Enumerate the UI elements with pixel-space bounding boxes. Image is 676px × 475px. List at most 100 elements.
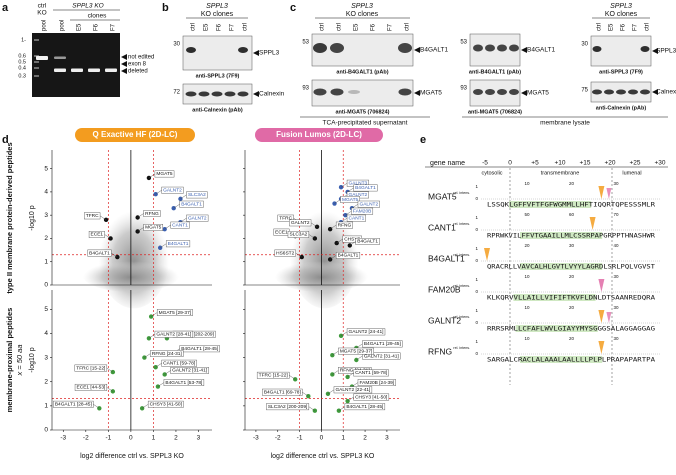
leader-line — [351, 204, 359, 209]
point-label: MGAT5 — [342, 197, 359, 203]
leader-line — [327, 389, 335, 394]
band — [198, 91, 210, 97]
gel — [32, 33, 120, 97]
lane-label: F7 — [230, 23, 236, 31]
leader-line — [164, 370, 171, 375]
residue-number: 20 — [525, 243, 531, 248]
x-tick-label: 3 — [197, 435, 201, 442]
residue-number: 30 — [614, 305, 620, 310]
label: KO clones — [605, 11, 638, 18]
antibody-label: anti-B4GALT1 (pAb) — [469, 69, 521, 75]
leader-line — [302, 392, 309, 397]
point-label: GALNT2 [22-41] — [335, 387, 370, 393]
ladder-label: 0.6 — [18, 53, 26, 59]
leader-line — [349, 241, 356, 246]
blot — [311, 79, 414, 107]
y-tick-label: 5 — [44, 306, 48, 313]
point-label: MGAT5 — [156, 171, 173, 177]
arrowhead — [521, 47, 527, 53]
band — [238, 47, 248, 53]
intensity-label: rel. intens. — [453, 315, 470, 319]
leader-line — [340, 331, 348, 337]
region-label: transmembrane — [541, 170, 580, 176]
residue-number: 20 — [569, 181, 575, 186]
lane-label: F6 — [371, 23, 377, 31]
mw-label: 72 — [173, 90, 180, 96]
scale-label: 0 — [475, 320, 478, 325]
arrowhead — [414, 47, 420, 53]
leader-line — [289, 375, 296, 380]
plot-title: Fusion Lumos (2D-LC) — [276, 130, 362, 139]
scale-label: 0 — [475, 227, 478, 232]
x-tick-label: -2 — [275, 435, 281, 442]
y-tick-label: 5 — [44, 165, 48, 172]
data-point — [334, 240, 339, 246]
position-label: +15 — [579, 160, 590, 167]
band — [398, 88, 412, 96]
band — [398, 43, 412, 53]
antibody-label: anti-MGAT5 (706824) — [336, 109, 390, 115]
point-label: B4GALT1 [53-78] — [165, 380, 202, 386]
volcano-plot — [243, 150, 400, 309]
band — [640, 46, 650, 52]
antibody-label: anti-Calnexin (pAb) — [192, 107, 243, 113]
band — [509, 89, 519, 95]
x-tick-label: -3 — [253, 435, 259, 442]
residue-number: 30 — [569, 243, 575, 248]
antibody-label: anti-Calnexin (pAb) — [596, 105, 647, 111]
point-label: SLC3A2 [202-209] — [174, 332, 213, 338]
panel-label: b — [162, 2, 169, 14]
point-label: GALNT2 — [349, 192, 368, 198]
point-label: RFNG [24-31] — [152, 351, 182, 357]
leader-line — [338, 406, 345, 411]
residue-number: 30 — [614, 336, 620, 341]
x-axis-label: log2 difference ctrl vs. SPPL3 KO — [80, 453, 184, 460]
leader-line — [106, 367, 113, 373]
point-label: GALNT2 [28-41] — [156, 332, 191, 338]
arrowhead — [121, 54, 127, 60]
sequence: SARGALCRACLALAAALAALLLLPLPLPRAPAPARTPA — [487, 357, 655, 364]
band — [88, 68, 100, 72]
leader-line — [308, 234, 315, 239]
band — [186, 47, 196, 53]
band — [330, 43, 344, 53]
point-label: GALNT2 [24-41] — [349, 329, 384, 335]
leader-line — [164, 224, 171, 230]
leader-line — [356, 355, 363, 361]
point-label: B4GALT1 — [355, 185, 376, 191]
lane-label: E5 — [609, 23, 615, 31]
arrowhead — [414, 90, 420, 96]
point-label: RFNG — [145, 211, 159, 217]
ladder-label: 1- — [21, 37, 26, 43]
band — [237, 91, 249, 97]
panel-label: c — [290, 2, 296, 14]
lane-label: F6 — [217, 23, 223, 31]
gene-name: B4GALT1 — [428, 253, 465, 263]
point-label: TFRC [15-22] — [76, 365, 105, 371]
lane-label: ctrl — [597, 23, 603, 31]
tm-highlight — [520, 263, 603, 270]
point-label: CHSY3 [41-50] — [355, 394, 387, 400]
footer: membrane lysate — [540, 120, 590, 127]
band — [54, 68, 66, 72]
lane-label: E5 — [77, 23, 83, 31]
band — [473, 44, 483, 52]
leader-line — [330, 255, 337, 260]
residue-number: 10 — [525, 336, 531, 341]
point-label: B4GALT1 — [89, 250, 110, 256]
band-label: exon 8 — [128, 62, 147, 68]
band-label: deleted — [128, 69, 148, 75]
residue-number: 20 — [569, 336, 575, 341]
leader-line — [332, 370, 339, 375]
title-pill — [75, 128, 195, 142]
leader-line — [334, 199, 341, 204]
x-tick-label: -2 — [83, 435, 89, 442]
band — [604, 89, 614, 95]
intensity-label: rel. intens. — [453, 191, 470, 195]
label: KO clones — [346, 11, 379, 18]
panel-label: e — [420, 134, 426, 146]
target-label: B4GALT1 — [420, 47, 448, 54]
residue-number: 30 — [614, 181, 620, 186]
band — [497, 89, 507, 95]
band — [348, 90, 360, 94]
